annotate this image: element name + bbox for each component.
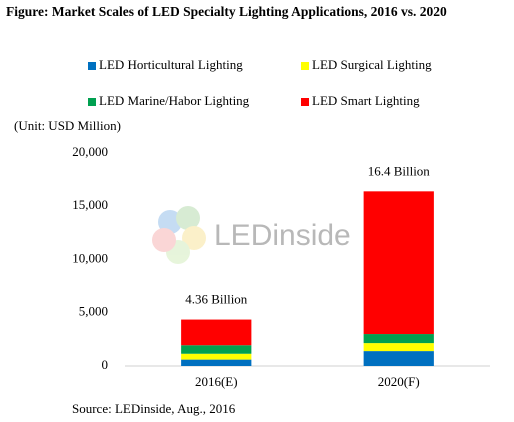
y-tick-label: 0 — [102, 357, 109, 372]
legend-swatch — [88, 62, 96, 70]
legend-swatch — [301, 62, 309, 70]
x-tick-label: 2020(F) — [378, 374, 420, 389]
source: Source: LEDinside, Aug., 2016 — [72, 401, 236, 416]
legend-label: LED Horticultural Lighting — [99, 57, 243, 72]
watermark: LEDinside — [214, 219, 351, 252]
legend-label: LED Marine/Habor Lighting — [99, 93, 250, 108]
legend-swatch — [301, 98, 309, 106]
total-label: 4.36 Billion — [185, 292, 248, 307]
bar-segment — [181, 353, 252, 360]
unit-label: (Unit: USD Million) — [14, 118, 121, 133]
bar-segment — [363, 191, 434, 335]
bar-segment — [181, 319, 252, 346]
bar-segment — [181, 345, 252, 354]
bar-segment — [181, 359, 252, 366]
y-tick-label: 20,000 — [72, 144, 108, 159]
total-label: 16.4 Billion — [368, 163, 431, 178]
legend-swatch — [88, 98, 96, 106]
bar-segment — [363, 343, 434, 352]
chart-title: Figure: Market Scales of LED Specialty L… — [6, 4, 447, 19]
y-tick-label: 10,000 — [72, 250, 108, 265]
legend-label: LED Surgical Lighting — [312, 57, 432, 72]
bar-segment — [363, 351, 434, 366]
x-tick-label: 2016(E) — [195, 374, 238, 389]
y-tick-label: 15,000 — [72, 197, 108, 212]
y-tick-label: 5,000 — [79, 304, 108, 319]
legend-label: LED Smart Lighting — [312, 93, 420, 108]
logo — [152, 206, 206, 264]
bar-segment — [363, 334, 434, 344]
